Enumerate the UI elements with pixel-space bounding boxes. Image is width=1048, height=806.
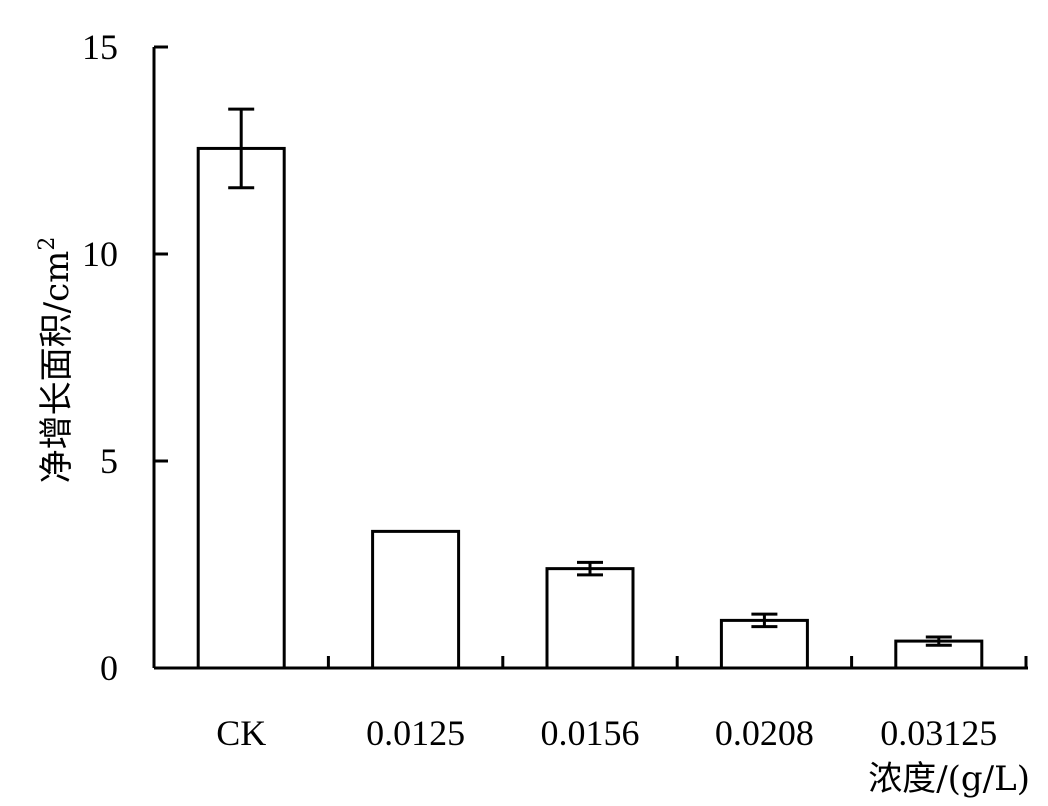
y-axis-label-superscript: 2 [35,237,60,251]
bar-1 [196,146,286,670]
axes-layer [152,45,1028,670]
bar-2 [371,529,461,670]
y-tick-label-4: 15 [82,27,118,67]
labels-layer: CK 0.0125 0.0156 0.0208 0.03125 0 5 10 15 [82,27,997,753]
bar-3 [545,567,635,670]
y-tick-label-2: 5 [100,441,118,481]
x-tick-label-4: 0.0208 [715,713,814,753]
x-axis-label: 浓度/(g/L) [868,759,1030,799]
bars-layer [196,146,984,670]
x-tick-label-2: 0.0125 [366,713,465,753]
y-axis-label-text: 净增长面积/cm [37,251,77,484]
x-tick-label-1: CK [216,713,266,753]
y-tick-label-1: 0 [100,648,118,688]
x-tick-label-3: 0.0156 [541,713,640,753]
error-bars-layer [228,107,952,647]
y-axis-label: 净增长面积/cm2 [35,237,77,484]
y-tick-label-3: 10 [82,234,118,274]
x-tick-label-5: 0.03125 [880,713,997,753]
